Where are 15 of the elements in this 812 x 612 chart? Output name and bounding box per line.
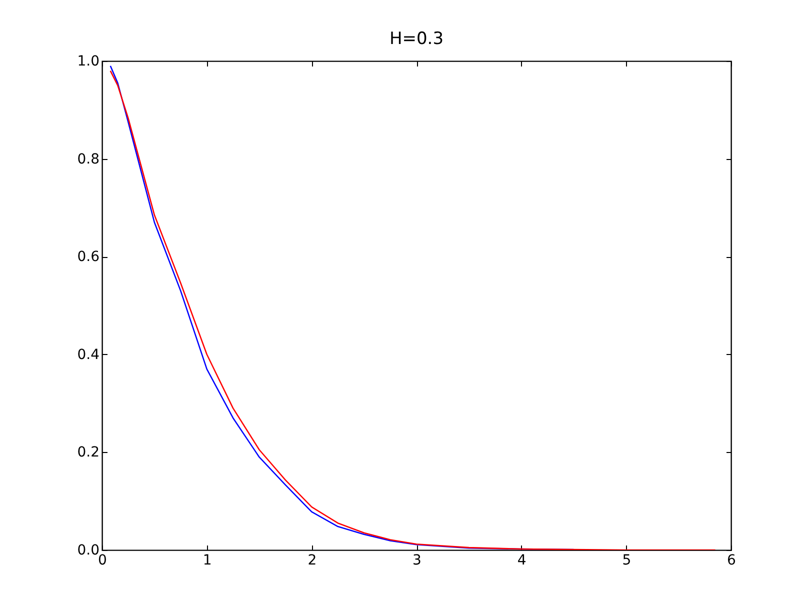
chart-title: H=0.3 xyxy=(389,29,444,49)
x-tick-label: 0 xyxy=(98,552,107,568)
x-tick-label: 1 xyxy=(202,552,212,568)
x-tick-label: 6 xyxy=(727,552,736,568)
y-tick-label: 0.4 xyxy=(77,346,100,363)
line-series xyxy=(110,70,716,550)
x-tick-label: 5 xyxy=(622,552,632,568)
y-tick-label: 0.0 xyxy=(77,542,100,558)
y-tick-label: 0.2 xyxy=(77,444,100,461)
x-tick-label: 3 xyxy=(412,552,422,568)
x-tick-label: 4 xyxy=(517,552,526,568)
y-tick-label: 0.8 xyxy=(77,151,100,168)
x-tick-label: 2 xyxy=(308,552,317,568)
y-tick-label: 1.0 xyxy=(77,54,100,70)
y-tick-label: 0.6 xyxy=(77,249,100,266)
